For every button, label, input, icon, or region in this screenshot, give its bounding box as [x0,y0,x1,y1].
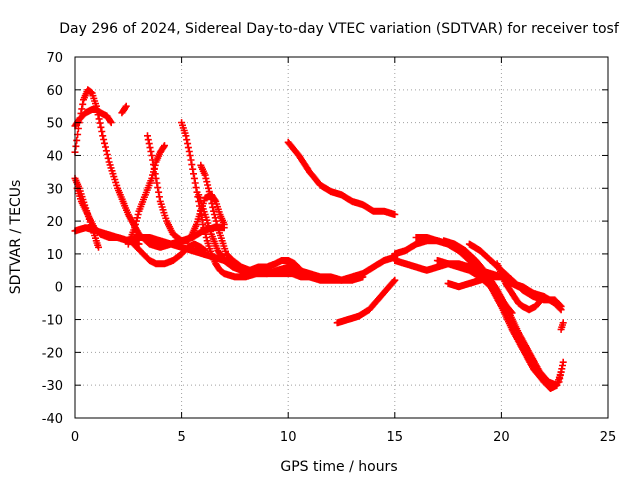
y-tick-label: 60 [46,84,63,99]
y-tick-label: 0 [55,281,63,296]
plus-markers [144,132,228,245]
series-arc-14 [220,253,399,284]
y-tick-label: 50 [46,117,63,132]
series-arc-10 [126,237,209,268]
series-arc-16 [333,276,399,327]
series-arc-24 [493,260,548,314]
plus-markers [124,142,168,248]
plus-markers [220,253,399,284]
series-arc-26 [555,358,567,386]
chart-title: Day 296 of 2024, Sidereal Day-to-day VTE… [59,21,620,37]
series-arc-25 [557,319,567,333]
x-tick-label: 15 [387,430,404,445]
x-axis-title: GPS time / hours [280,459,397,475]
x-tick-label: 0 [71,430,79,445]
x-tick-labels: 0 5 10 15 20 25 [71,430,616,445]
plus-markers [284,138,399,218]
y-tick-label: -20 [42,346,63,361]
y-tick-label: -10 [42,314,63,329]
series-arc-09 [144,132,228,245]
y-tick-label: 30 [46,182,63,197]
axis-ticks [74,56,609,419]
plus-markers [126,237,209,268]
data-series [71,86,567,392]
series-arc-15 [284,138,399,218]
plus-markers [555,358,567,386]
x-tick-label: 25 [600,430,617,445]
series-arc-22 [433,257,516,317]
y-tick-label: 70 [46,51,63,66]
x-tick-label: 20 [493,430,510,445]
y-tick-label: 10 [46,248,63,263]
plus-markers [557,319,567,333]
series-arc-08 [124,142,168,248]
plus-markers [433,257,516,317]
series-arc-04 [118,102,130,117]
y-tick-label: 40 [46,149,63,164]
plus-markers [333,276,399,327]
x-tick-label: 10 [280,430,297,445]
y-tick-label: -40 [42,412,63,427]
series-arc-03 [71,106,115,130]
plus-markers [71,106,115,130]
plot-frame [74,56,609,419]
plus-markers [118,102,130,117]
y-axis-title: SDTVAR / TECUs [8,180,24,295]
x-tick-label: 5 [177,430,185,445]
y-tick-labels: -40 -30 -20 -10 0 10 20 30 40 50 60 70 [42,51,63,427]
y-tick-label: -30 [42,379,63,394]
grid-lines [75,57,608,418]
y-tick-label: 20 [46,215,63,230]
plus-markers [493,260,548,314]
